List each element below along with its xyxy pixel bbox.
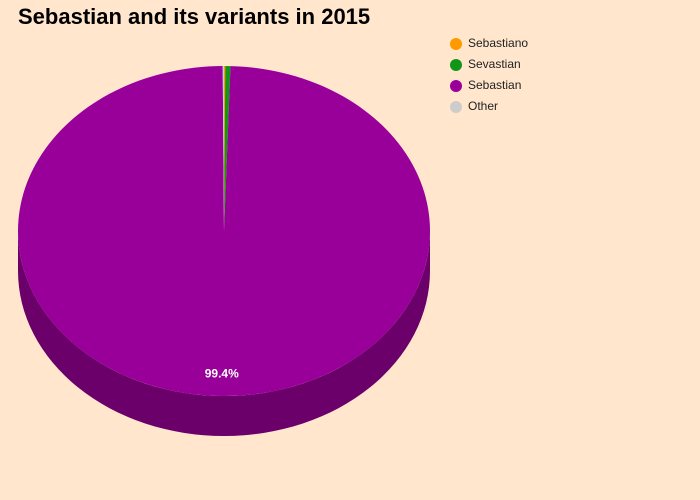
pie-labels: 99.4%: [205, 367, 239, 381]
pie-tops: [17, 66, 431, 396]
pie-sides: [18, 231, 430, 436]
data-label: 99.4%: [205, 367, 239, 381]
legend: Sebastiano Sevastian Sebastian Other: [450, 36, 528, 113]
legend-marker: [450, 38, 462, 50]
legend-marker: [450, 59, 462, 71]
pie-slice: [222, 66, 224, 231]
legend-marker: [450, 101, 462, 113]
legend-label: Sebastian: [468, 78, 521, 92]
pie-slice: [224, 66, 226, 231]
legend-label: Sevastian: [468, 57, 521, 71]
pie-side: [18, 231, 430, 436]
legend-label: Sebastiano: [468, 36, 528, 50]
legend-marker: [450, 80, 462, 92]
legend-label: Other: [468, 99, 498, 113]
pie-slice: [17, 66, 431, 396]
chart-title: Sebastian and its variants in 2015: [18, 4, 370, 29]
pie-slice: [224, 66, 231, 231]
